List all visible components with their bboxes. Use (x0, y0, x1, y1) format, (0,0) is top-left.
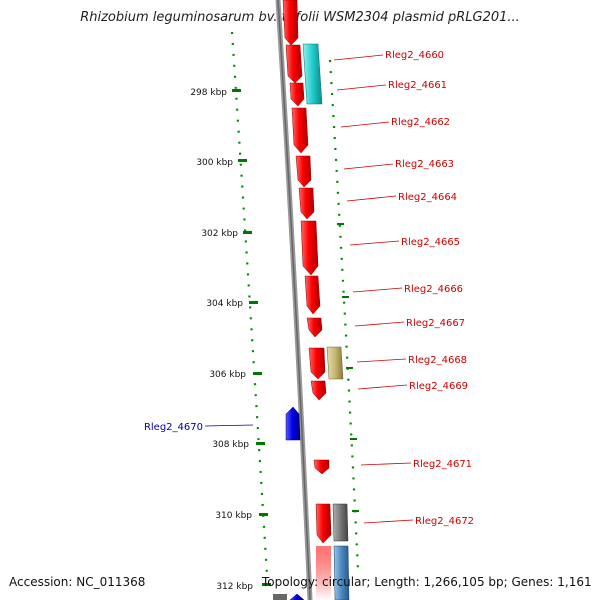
gene-label[interactable]: Rleg2_4672 (415, 516, 474, 527)
leader-line (204, 424, 254, 427)
gene-label[interactable]: Rleg2_4671 (413, 459, 472, 470)
leader-line (340, 121, 390, 128)
gene-feature[interactable] (306, 317, 323, 338)
track-tick (337, 223, 344, 225)
tick-label: 306 kbp (209, 370, 246, 380)
tick-label: 308 kbp (212, 440, 249, 450)
gene-feature[interactable] (291, 107, 309, 154)
accession-text: Accession: NC_011368 (9, 575, 146, 589)
gene-feature[interactable] (285, 406, 301, 441)
tick-mark (238, 159, 247, 162)
track-tick (342, 296, 349, 298)
tick-mark (256, 442, 265, 445)
map-title: Rhizobium leguminosarum bv. trifolii WSM… (80, 10, 520, 25)
forward-genes (282, 0, 332, 600)
summary-text: Topology: circular; Length: 1,266,105 bp… (262, 575, 592, 589)
track-tick (350, 438, 357, 440)
gene-label[interactable]: Rleg2_4670 (144, 422, 203, 433)
gene-feature[interactable] (315, 503, 332, 544)
leader-line (336, 84, 387, 91)
leader-line (354, 321, 405, 327)
tick-labels: 298 kbp 300 kbp 302 kbp 304 kbp 306 kbp … (190, 88, 253, 592)
gene-feature[interactable] (300, 220, 319, 276)
gene-feature[interactable] (313, 459, 330, 475)
grey-feature[interactable] (273, 594, 287, 600)
cyan-feature[interactable] (302, 43, 323, 105)
tick-mark (262, 583, 271, 586)
gene-labels: Rleg2_4660 Rleg2_4661 Rleg2_4662 Rleg2_4… (144, 50, 474, 527)
gene-feature[interactable] (289, 593, 305, 600)
tick-label: 302 kbp (201, 229, 238, 239)
grey-feature[interactable] (332, 503, 349, 542)
leader-line (349, 240, 400, 246)
gene-label[interactable]: Rleg2_4669 (409, 381, 468, 392)
gene-feature[interactable] (316, 546, 331, 600)
leader-line (352, 287, 403, 293)
tick-label: 312 kbp (216, 582, 253, 592)
gene-feature[interactable] (304, 275, 321, 315)
tick-label: 298 kbp (190, 88, 227, 98)
gene-label[interactable]: Rleg2_4661 (388, 80, 447, 91)
gene-label[interactable]: Rleg2_4668 (408, 355, 467, 366)
gene-feature[interactable] (295, 155, 312, 188)
leader-lines (204, 54, 414, 524)
tick-mark (259, 513, 268, 516)
leader-line (333, 54, 384, 61)
khaki-feature[interactable] (326, 346, 344, 380)
gene-label[interactable]: Rleg2_4664 (398, 192, 457, 203)
track-tick (346, 367, 353, 369)
leader-line (343, 163, 394, 170)
leader-line (356, 358, 407, 363)
gene-label[interactable]: Rleg2_4663 (395, 159, 454, 170)
gene-feature[interactable] (308, 347, 326, 380)
gene-label[interactable]: Rleg2_4666 (404, 284, 463, 295)
gene-feature[interactable] (289, 82, 305, 107)
other-features (273, 43, 350, 600)
leader-line (360, 462, 412, 466)
gene-feature[interactable] (298, 187, 315, 220)
gene-feature[interactable] (282, 0, 299, 46)
tick-mark (249, 301, 258, 304)
tick-label: 300 kbp (196, 158, 233, 168)
tick-mark (253, 372, 262, 375)
tick-marks (232, 89, 359, 586)
leader-line (363, 519, 414, 524)
reverse-genes (285, 406, 305, 600)
gene-label[interactable]: Rleg2_4660 (385, 50, 444, 61)
leader-line (357, 384, 408, 390)
tick-label: 304 kbp (206, 299, 243, 309)
dna-backbone-highlight (277, 0, 311, 600)
leader-line (346, 195, 397, 202)
steelblue-feature[interactable] (333, 545, 350, 600)
track-tick (352, 510, 359, 512)
gene-label[interactable]: Rleg2_4667 (406, 318, 465, 329)
tick-label: 310 kbp (215, 511, 252, 521)
tick-mark (243, 231, 252, 234)
scale-dotted-right (328, 59, 360, 571)
gene-feature[interactable] (310, 380, 327, 401)
tick-mark (232, 89, 241, 92)
gene-label[interactable]: Rleg2_4662 (391, 117, 450, 128)
gene-feature[interactable] (285, 44, 303, 84)
gene-label[interactable]: Rleg2_4665 (401, 237, 460, 248)
